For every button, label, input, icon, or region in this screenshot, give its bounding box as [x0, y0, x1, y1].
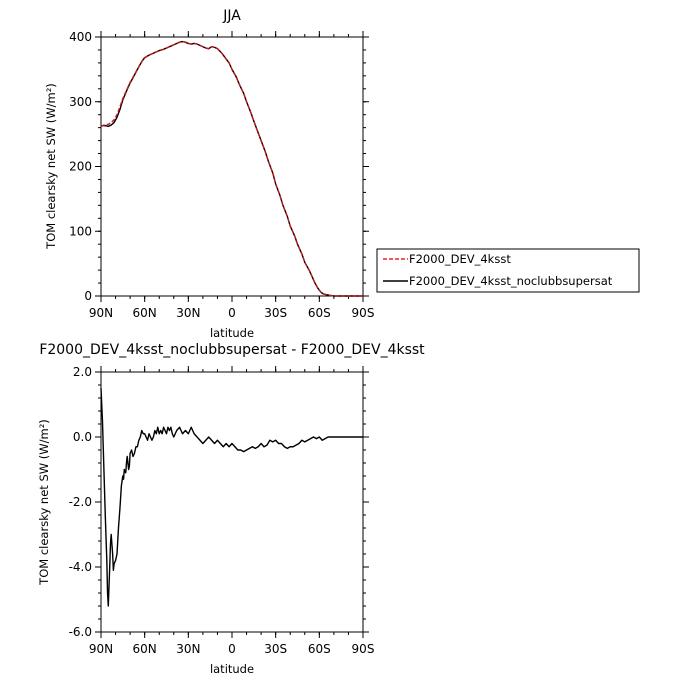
- bottom-y-axis-label: TOM clearsky net SW (W/m²): [37, 419, 51, 586]
- bottom-plot-frame: [100, 371, 364, 633]
- top-series-lines: [100, 40, 363, 297]
- top-x-tick-label: 60S: [308, 306, 331, 320]
- bottom-x-tick-label: 60S: [308, 642, 331, 656]
- bottom-series-lines: [100, 388, 363, 607]
- bottom-y-tick-label: -2.0: [69, 495, 92, 509]
- top-panel: JJA 0 100 200 300 400 90N 60N 30N 0 30S 60S 90S lat…: [44, 8, 374, 340]
- bottom-axis-ticks: -6.0 -4.0 -2.0 0.0 2.0 90N 60N 30N 0 30S 60S 90S: [69, 365, 375, 656]
- top-y-axis-label: TOM clearsky net SW (W/m²): [44, 83, 58, 250]
- bottom-x-tick-label: 60N: [133, 642, 157, 656]
- bottom-x-tick-label: 0: [228, 642, 236, 656]
- bottom-x-tick-label: 90N: [89, 642, 113, 656]
- top-series-line-1: [101, 40, 363, 297]
- legend-entry-2: F2000_DEV_4ksst_noclubbsupersat: [409, 274, 613, 288]
- bottom-y-tick-label: 0.0: [73, 430, 92, 444]
- legend-box: [376, 248, 640, 293]
- bottom-x-tick-label: 30N: [176, 642, 200, 656]
- legend: F2000_DEV_4ksst F2000_DEV_4ksst_noclubbs…: [376, 248, 640, 293]
- top-series-line-0: [100, 40, 363, 297]
- bottom-y-tick-label: -6.0: [69, 625, 92, 639]
- top-y-tick-label: 100: [69, 224, 92, 238]
- bottom-panel-title: F2000_DEV_4ksst_noclubbsupersat - F2000_…: [39, 342, 425, 358]
- top-x-tick-label: 0: [228, 306, 236, 320]
- legend-entry-1: F2000_DEV_4ksst: [409, 252, 511, 266]
- bottom-panel: F2000_DEV_4ksst_noclubbsupersat - F2000_…: [37, 342, 425, 676]
- top-x-tick-label: 90N: [89, 306, 113, 320]
- top-x-tick-label: 30N: [176, 306, 200, 320]
- top-plot-frame: [100, 36, 364, 297]
- top-y-tick-label: 200: [69, 160, 92, 174]
- top-axis-ticks: 0 100 200 300 400 90N 60N 30N 0 30S 60S 90S: [69, 30, 374, 320]
- bottom-y-tick-label: -4.0: [69, 560, 92, 574]
- top-y-tick-label: 400: [69, 30, 92, 44]
- top-x-tick-label: 90S: [352, 306, 375, 320]
- top-y-tick-label: 0: [84, 289, 92, 303]
- bottom-x-axis-label: latitude: [210, 662, 254, 676]
- top-panel-title: JJA: [222, 8, 241, 24]
- top-x-axis-label: latitude: [210, 326, 254, 340]
- bottom-x-tick-label: 90S: [352, 642, 375, 656]
- bottom-series-line-0: [100, 388, 363, 607]
- top-y-tick-label: 300: [69, 95, 92, 109]
- top-x-tick-label: 30S: [264, 306, 287, 320]
- bottom-y-tick-label: 2.0: [73, 365, 92, 379]
- bottom-x-tick-label: 30S: [264, 642, 287, 656]
- top-x-tick-label: 60N: [133, 306, 157, 320]
